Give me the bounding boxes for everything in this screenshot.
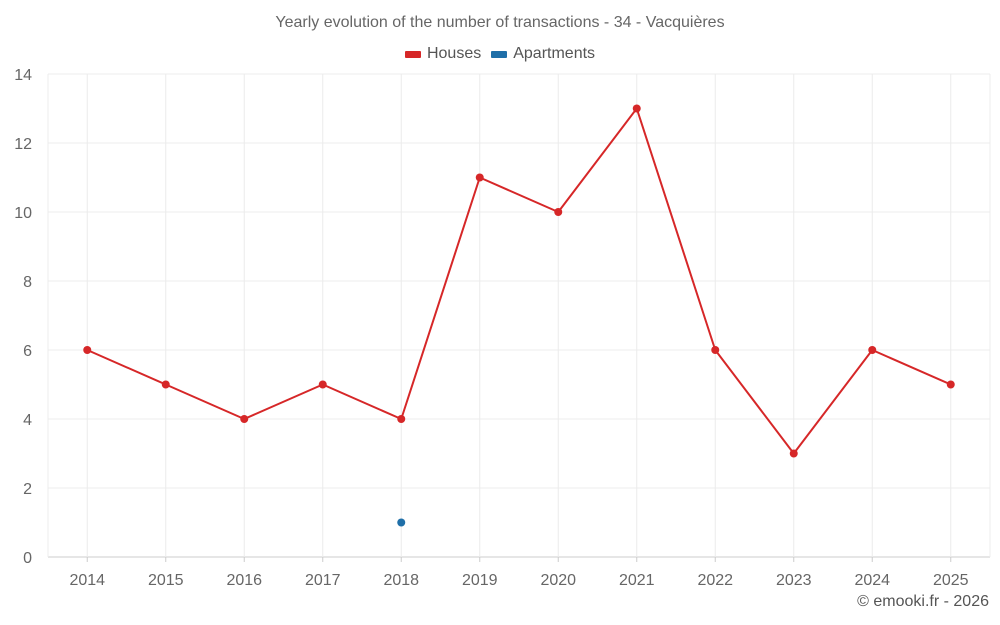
- y-tick-label: 12: [14, 136, 32, 153]
- y-tick-label: 4: [23, 412, 32, 429]
- x-tick-label: 2020: [540, 572, 576, 589]
- data-point-houses: [632, 104, 641, 113]
- x-tick-label: 2015: [148, 572, 184, 589]
- data-point-houses: [161, 380, 170, 389]
- data-point-houses: [318, 380, 327, 389]
- series-line-houses: [86, 107, 952, 455]
- chart-legend: Houses Apartments: [0, 45, 1000, 63]
- legend-label-apartments: Apartments: [513, 45, 596, 62]
- legend-swatch-houses: [404, 50, 421, 58]
- y-tick-label: 10: [14, 205, 32, 222]
- data-point-apartments: [397, 518, 406, 527]
- y-tick-label: 14: [14, 67, 32, 84]
- y-tick-label: 8: [23, 274, 32, 291]
- series-layer: [83, 104, 955, 527]
- data-point-houses: [946, 380, 955, 389]
- legend-item-apartments[interactable]: Apartments: [491, 45, 595, 63]
- x-tick-label: 2024: [854, 572, 890, 589]
- legend-item-houses[interactable]: Houses: [404, 45, 482, 63]
- data-point-houses: [789, 449, 798, 458]
- x-tick-label: 2018: [383, 572, 419, 589]
- x-tick-label: 2022: [697, 572, 733, 589]
- x-axis: 2014 2015 2016 2017 2018 2019 2020 2021 2022 2023…: [69, 557, 969, 589]
- data-point-houses: [397, 415, 406, 423]
- x-tick-label: 2023: [776, 572, 812, 589]
- data-point-houses: [554, 208, 563, 216]
- legend-swatch-apartments: [491, 50, 508, 58]
- x-tick-label: 2025: [933, 572, 969, 589]
- y-tick-label: 2: [23, 481, 32, 498]
- chart-title: Yearly evolution of the number of transa…: [275, 14, 725, 31]
- x-tick-label: 2014: [69, 572, 105, 589]
- data-point-houses: [868, 346, 877, 354]
- y-tick-label: 6: [23, 343, 32, 360]
- data-point-houses: [83, 346, 92, 354]
- grid-lines: [47, 73, 991, 558]
- data-point-houses: [240, 415, 249, 423]
- data-point-houses: [711, 346, 720, 354]
- x-tick-label: 2021: [619, 572, 655, 589]
- legend-label-houses: Houses: [426, 45, 482, 62]
- x-tick-label: 2016: [226, 572, 262, 589]
- data-point-houses: [475, 173, 484, 182]
- x-tick-label: 2019: [462, 572, 498, 589]
- y-axis: 0 2 4 6 8 10 12 14: [14, 67, 32, 567]
- x-tick-label: 2017: [305, 572, 341, 589]
- y-tick-label: 0: [23, 550, 32, 567]
- copyright-credit: © emooki.fr - 2026: [857, 593, 989, 610]
